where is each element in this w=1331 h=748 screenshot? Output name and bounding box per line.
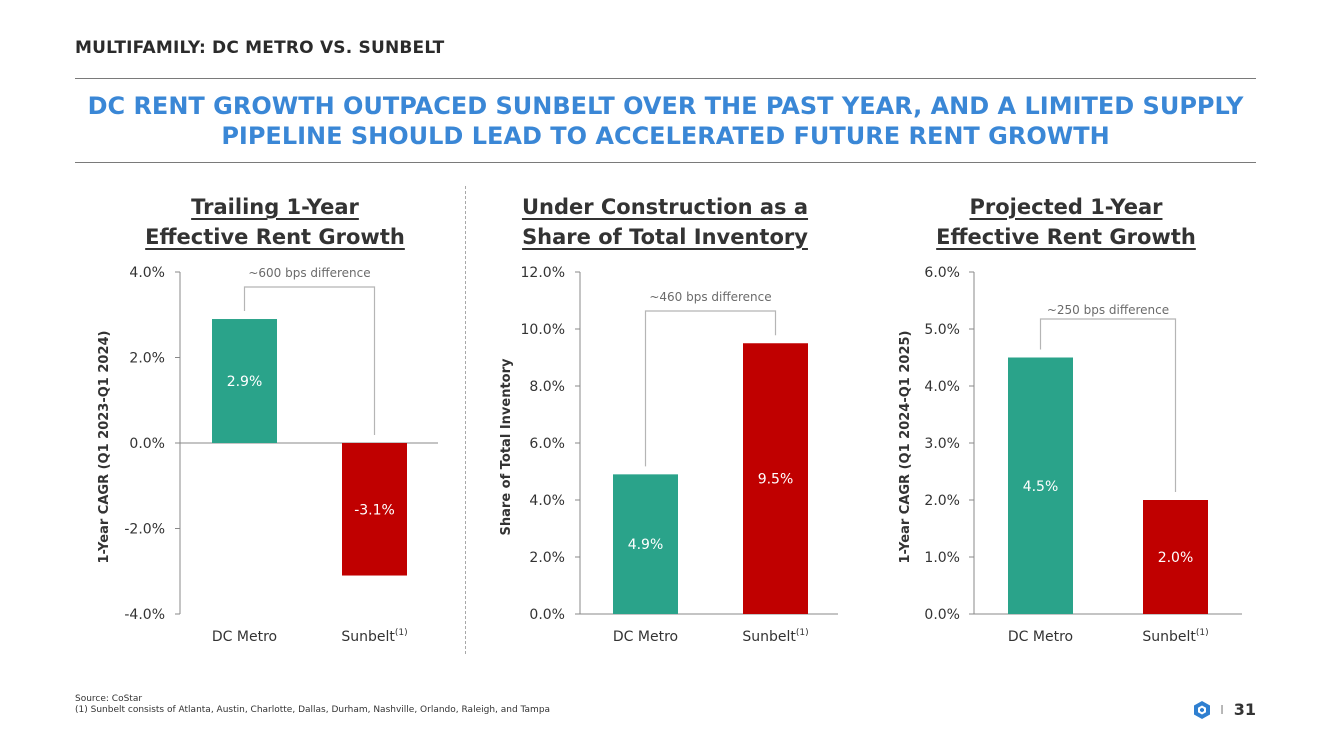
- chart-1-y-tick-label: 4.0%: [129, 265, 165, 281]
- headline-line-2: PIPELINE SHOULD LEAD TO ACCELERATED FUTU…: [221, 122, 1110, 150]
- chart-divider: [465, 186, 466, 654]
- chart-1-y-tick-label: 0.0%: [129, 436, 165, 452]
- chart-1-y-tick-label: 2.0%: [129, 351, 165, 367]
- chart-2-title-line-1: Under Construction as a: [521, 195, 809, 219]
- chart-1-category-label: DC Metro: [212, 629, 277, 645]
- chart-1-bar-dc-metro: [212, 319, 277, 443]
- chart-2-data-label: 9.5%: [758, 472, 794, 488]
- chart-2-difference-bracket: [644, 310, 777, 467]
- chart-3-title-line-2: Effective Rent Growth: [936, 225, 1196, 249]
- chart-1-title-line-1: Trailing 1-Year: [191, 195, 359, 219]
- chart-2-y-tick-label: 4.0%: [529, 493, 565, 509]
- headline-rule: [75, 162, 1256, 163]
- chart-1-y-tick-label: -2.0%: [124, 522, 165, 538]
- chart-1-data-label: -3.1%: [354, 502, 395, 518]
- chart-3-category-label: Sunbelt(1): [1142, 628, 1208, 645]
- chart-1-y-axis-label: 1-Year CAGR (Q1 2023-Q1 2024): [97, 331, 112, 564]
- chart-1-y-tick-label: -4.0%: [124, 607, 165, 623]
- chart-2-y-tick-label: 0.0%: [529, 607, 565, 623]
- chart-2-y-tick-label: 12.0%: [521, 265, 565, 281]
- chart-1-difference-annotation: ~600 bps difference: [248, 266, 370, 280]
- chart-1-bar-sunbelt: [342, 443, 407, 576]
- chart-3-y-tick-label: 1.0%: [924, 550, 960, 566]
- chart-2-y-tick-label: 8.0%: [529, 379, 565, 395]
- chart-3-bar-dc-metro: [1008, 357, 1073, 614]
- chart-3-y-tick-label: 0.0%: [924, 607, 960, 623]
- chart-2-title-line-2: Share of Total Inventory: [522, 225, 808, 249]
- chart-1-title-line-2: Effective Rent Growth: [145, 225, 405, 249]
- chart-3-data-label: 2.0%: [1158, 550, 1194, 566]
- chart-3-y-tick-label: 3.0%: [924, 436, 960, 452]
- chart-1-title: Trailing 1-Year Effective Rent Growth: [105, 192, 445, 252]
- footer-notes: Source: CoStar (1) Sunbelt consists of A…: [75, 694, 550, 716]
- sunbelt-footnote: (1) Sunbelt consists of Atlanta, Austin,…: [75, 705, 551, 715]
- chart-3-category-label: DC Metro: [1008, 629, 1073, 645]
- top-rule: [75, 78, 1256, 79]
- chart-3-y-axis-label: 1-Year CAGR (Q1 2024-Q1 2025): [898, 331, 913, 564]
- page-number: 31: [1233, 700, 1256, 719]
- source-note: Source: CoStar: [75, 694, 143, 704]
- chart-3-title: Projected 1-Year Effective Rent Growth: [896, 192, 1236, 252]
- chart-2-y-axis-label: Share of Total Inventory: [499, 358, 514, 535]
- chart-2-category-label: DC Metro: [613, 629, 678, 645]
- page-marker: I 31: [1194, 700, 1256, 719]
- chart-3-y-tick-label: 4.0%: [924, 379, 960, 395]
- chart-3-difference-annotation: ~250 bps difference: [1047, 303, 1169, 317]
- chart-2-data-label: 4.9%: [628, 537, 664, 553]
- chart-2-y-tick-label: 6.0%: [529, 436, 565, 452]
- chart-3-data-label: 4.5%: [1023, 479, 1059, 495]
- hexagon-logo-icon: [1194, 700, 1211, 719]
- chart-2-y-tick-label: 2.0%: [529, 550, 565, 566]
- chart-2-bar-sunbelt: [743, 343, 808, 614]
- chart-3-bar-sunbelt: [1143, 500, 1208, 614]
- chart-2-y-tick-label: 10.0%: [521, 322, 565, 338]
- section-title: MULTIFAMILY: DC METRO VS. SUNBELT: [75, 38, 445, 58]
- chart-1-data-label: 2.9%: [227, 374, 263, 390]
- headline-line-1: DC RENT GROWTH OUTPACED SUNBELT OVER THE…: [87, 92, 1244, 120]
- page-headline: DC RENT GROWTH OUTPACED SUNBELT OVER THE…: [75, 91, 1256, 151]
- chart-3-y-tick-label: 2.0%: [924, 493, 960, 509]
- chart-1-difference-bracket: [243, 286, 376, 435]
- chart-3-y-tick-label: 5.0%: [924, 322, 960, 338]
- chart-2-category-label: Sunbelt(1): [742, 628, 808, 645]
- chart-2-title: Under Construction as a Share of Total I…: [495, 192, 835, 252]
- chart-1-category-label: Sunbelt(1): [341, 628, 407, 645]
- chart-2-difference-annotation: ~460 bps difference: [649, 290, 771, 304]
- chart-3-title-line-1: Projected 1-Year: [969, 195, 1163, 219]
- page-separator: I: [1220, 702, 1224, 717]
- chart-3-difference-bracket: [1039, 318, 1177, 492]
- chart-3-y-tick-label: 6.0%: [924, 265, 960, 281]
- chart-2-bar-dc-metro: [613, 474, 678, 614]
